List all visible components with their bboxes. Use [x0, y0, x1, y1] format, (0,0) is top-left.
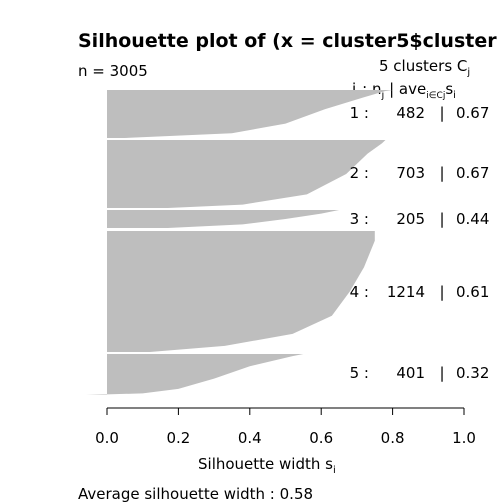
cluster-1-average: 0.67 [456, 104, 489, 122]
x-tick-label: 0.0 [95, 429, 119, 447]
cluster-3-separator: | [439, 210, 444, 228]
cluster-5-size: 401 [396, 364, 425, 382]
silhouette-bars [85, 90, 393, 395]
cluster-5-separator: | [439, 364, 444, 382]
x-axis: 0.0 0.2 0.4 0.6 0.8 1.0 [95, 407, 476, 447]
cluster-5-average: 0.32 [456, 364, 489, 382]
x-tick-label: 1.0 [452, 429, 476, 447]
cluster-4-index: 4 : [350, 283, 369, 301]
cluster-3-average: 0.44 [456, 210, 489, 228]
column-header: j: nj | avei∈Cjsi [351, 80, 456, 101]
x-tick-label: 0.6 [309, 429, 333, 447]
clusters-header: 5 clusters Cj [379, 57, 470, 78]
cluster-labels: 1 : 482 | 0.67 2 : 703 | 0.67 3 : 205 | 0.44 4 : 1214… [350, 104, 490, 382]
cluster-3-index: 3 : [350, 210, 369, 228]
cluster-4-average: 0.61 [456, 283, 489, 301]
cluster-5-silhouette-bar [85, 354, 304, 395]
cluster-1-size: 482 [396, 104, 425, 122]
cluster-1-index: 1 : [350, 104, 369, 122]
cluster-2-separator: | [439, 164, 444, 182]
cluster-1-silhouette-bar [107, 90, 393, 138]
n-label: n = 3005 [78, 62, 148, 80]
x-tick-label: 0.4 [238, 429, 262, 447]
clusters-header-sub: j [466, 67, 470, 78]
cluster-3-size: 205 [396, 210, 425, 228]
x-tick-label: 0.8 [381, 429, 405, 447]
cluster-1-separator: | [439, 104, 444, 122]
cluster-4-size: 1214 [387, 283, 425, 301]
cluster-2-average: 0.67 [456, 164, 489, 182]
cluster-2-index: 2 : [350, 164, 369, 182]
chart-title: Silhouette plot of (x = cluster5$cluster [78, 30, 497, 52]
x-axis-label: Silhouette width si [198, 455, 336, 476]
cluster-4-separator: | [439, 283, 444, 301]
x-tick-label: 0.2 [166, 429, 190, 447]
cluster-3-silhouette-bar [107, 210, 340, 228]
cluster-5-index: 5 : [350, 364, 369, 382]
cluster-2-size: 703 [396, 164, 425, 182]
average-silhouette-width: Average silhouette width : 0.58 [78, 485, 313, 503]
cluster-2-silhouette-bar [107, 140, 386, 208]
cluster-4-silhouette-bar [107, 231, 375, 352]
